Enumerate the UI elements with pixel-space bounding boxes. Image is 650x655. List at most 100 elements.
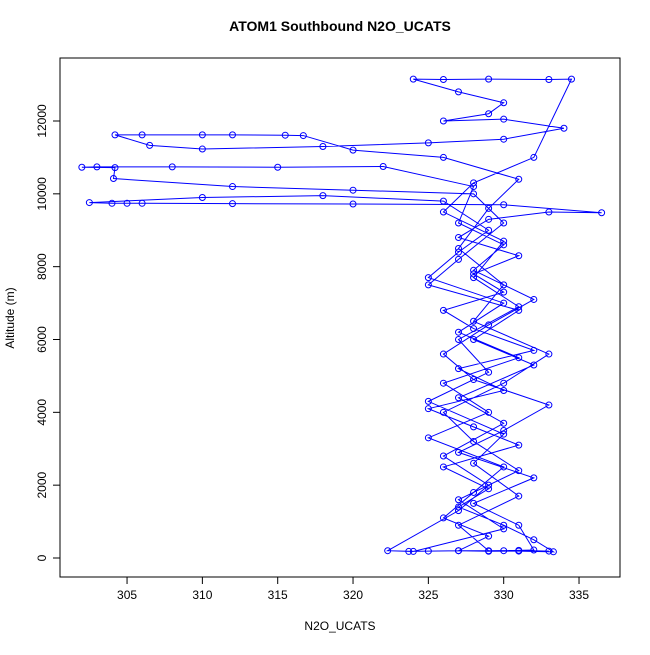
data-point bbox=[281, 131, 289, 139]
data-point bbox=[424, 139, 432, 147]
data-point bbox=[439, 197, 447, 205]
data-point bbox=[439, 117, 447, 125]
data-point bbox=[454, 248, 462, 256]
data-point bbox=[454, 328, 462, 336]
data-point bbox=[109, 175, 117, 183]
data-point bbox=[470, 499, 478, 507]
data-point bbox=[545, 350, 553, 358]
data-point bbox=[229, 200, 237, 208]
data-point bbox=[470, 274, 478, 282]
data-point bbox=[138, 199, 146, 207]
data-point bbox=[500, 219, 508, 227]
data-point bbox=[485, 110, 493, 118]
data-point bbox=[138, 131, 146, 139]
plot-frame bbox=[59, 57, 621, 578]
data-point bbox=[470, 437, 478, 445]
data-point bbox=[424, 397, 432, 405]
data-point bbox=[470, 317, 478, 325]
data-point bbox=[405, 547, 413, 555]
data-point bbox=[439, 350, 447, 358]
data-point bbox=[198, 193, 206, 201]
data-point bbox=[454, 394, 462, 402]
data-point bbox=[530, 474, 538, 482]
data-point bbox=[439, 408, 447, 416]
data-point bbox=[349, 186, 357, 194]
data-point bbox=[500, 525, 508, 533]
data-point bbox=[470, 376, 478, 384]
data-point bbox=[500, 281, 508, 289]
data-point bbox=[454, 448, 462, 456]
data-point bbox=[515, 354, 523, 362]
data-point bbox=[500, 386, 508, 394]
data-point bbox=[485, 321, 493, 329]
data-point bbox=[485, 215, 493, 223]
data-point bbox=[146, 141, 154, 149]
data-point bbox=[229, 183, 237, 191]
data-point bbox=[515, 306, 523, 314]
data-point bbox=[424, 405, 432, 413]
data-point bbox=[123, 199, 131, 207]
data-point bbox=[111, 164, 119, 172]
data-point bbox=[515, 521, 523, 529]
data-point bbox=[349, 146, 357, 154]
chart-title: ATOM1 Southbound N2O_UCATS bbox=[229, 18, 451, 34]
data-point bbox=[545, 75, 553, 83]
data-point bbox=[530, 346, 538, 354]
data-point bbox=[500, 430, 508, 438]
data-point bbox=[560, 124, 568, 132]
data-point bbox=[500, 547, 508, 555]
data-point bbox=[299, 132, 307, 140]
data-point bbox=[598, 209, 606, 217]
y-tick-label: 8000 bbox=[35, 253, 49, 280]
data-point bbox=[274, 163, 282, 171]
data-point bbox=[500, 288, 508, 296]
data-point bbox=[515, 252, 523, 260]
data-point bbox=[454, 88, 462, 96]
data-point bbox=[500, 419, 508, 427]
data-point bbox=[545, 401, 553, 409]
data-point bbox=[424, 281, 432, 289]
data-point bbox=[379, 163, 387, 171]
x-tick-label: 335 bbox=[569, 588, 589, 602]
data-point bbox=[470, 459, 478, 467]
data-point bbox=[349, 200, 357, 208]
x-tick-label: 315 bbox=[268, 588, 288, 602]
data-point bbox=[500, 201, 508, 209]
data-point bbox=[500, 463, 508, 471]
data-point bbox=[515, 492, 523, 500]
data-point bbox=[229, 131, 237, 139]
data-point bbox=[549, 548, 557, 556]
data-point bbox=[470, 190, 478, 198]
x-axis-title: N2O_UCATS bbox=[304, 619, 375, 633]
data-point bbox=[545, 208, 553, 216]
data-point bbox=[454, 234, 462, 242]
y-tick-label: 12000 bbox=[35, 104, 49, 138]
data-point bbox=[439, 208, 447, 216]
y-tick-label: 4000 bbox=[35, 399, 49, 426]
data-point bbox=[530, 536, 538, 544]
data-point bbox=[470, 179, 478, 187]
data-point bbox=[439, 452, 447, 460]
data-point bbox=[500, 299, 508, 307]
data-point bbox=[454, 496, 462, 504]
data-point bbox=[485, 481, 493, 489]
data-line bbox=[81, 78, 602, 553]
data-point bbox=[500, 237, 508, 245]
data-point bbox=[78, 163, 86, 171]
data-point bbox=[454, 365, 462, 373]
data-point bbox=[409, 547, 417, 555]
data-point bbox=[515, 467, 523, 475]
y-axis-title: Altitude (m) bbox=[3, 287, 17, 348]
data-point bbox=[485, 368, 493, 376]
data-point bbox=[319, 142, 327, 150]
data-point bbox=[530, 361, 538, 369]
data-point bbox=[485, 408, 493, 416]
x-tick-label: 305 bbox=[117, 588, 137, 602]
data-point bbox=[198, 145, 206, 153]
x-tick-label: 320 bbox=[343, 588, 363, 602]
data-point bbox=[108, 199, 116, 207]
data-point bbox=[470, 488, 478, 496]
data-point bbox=[198, 131, 206, 139]
data-point bbox=[439, 75, 447, 83]
data-point bbox=[485, 75, 493, 83]
